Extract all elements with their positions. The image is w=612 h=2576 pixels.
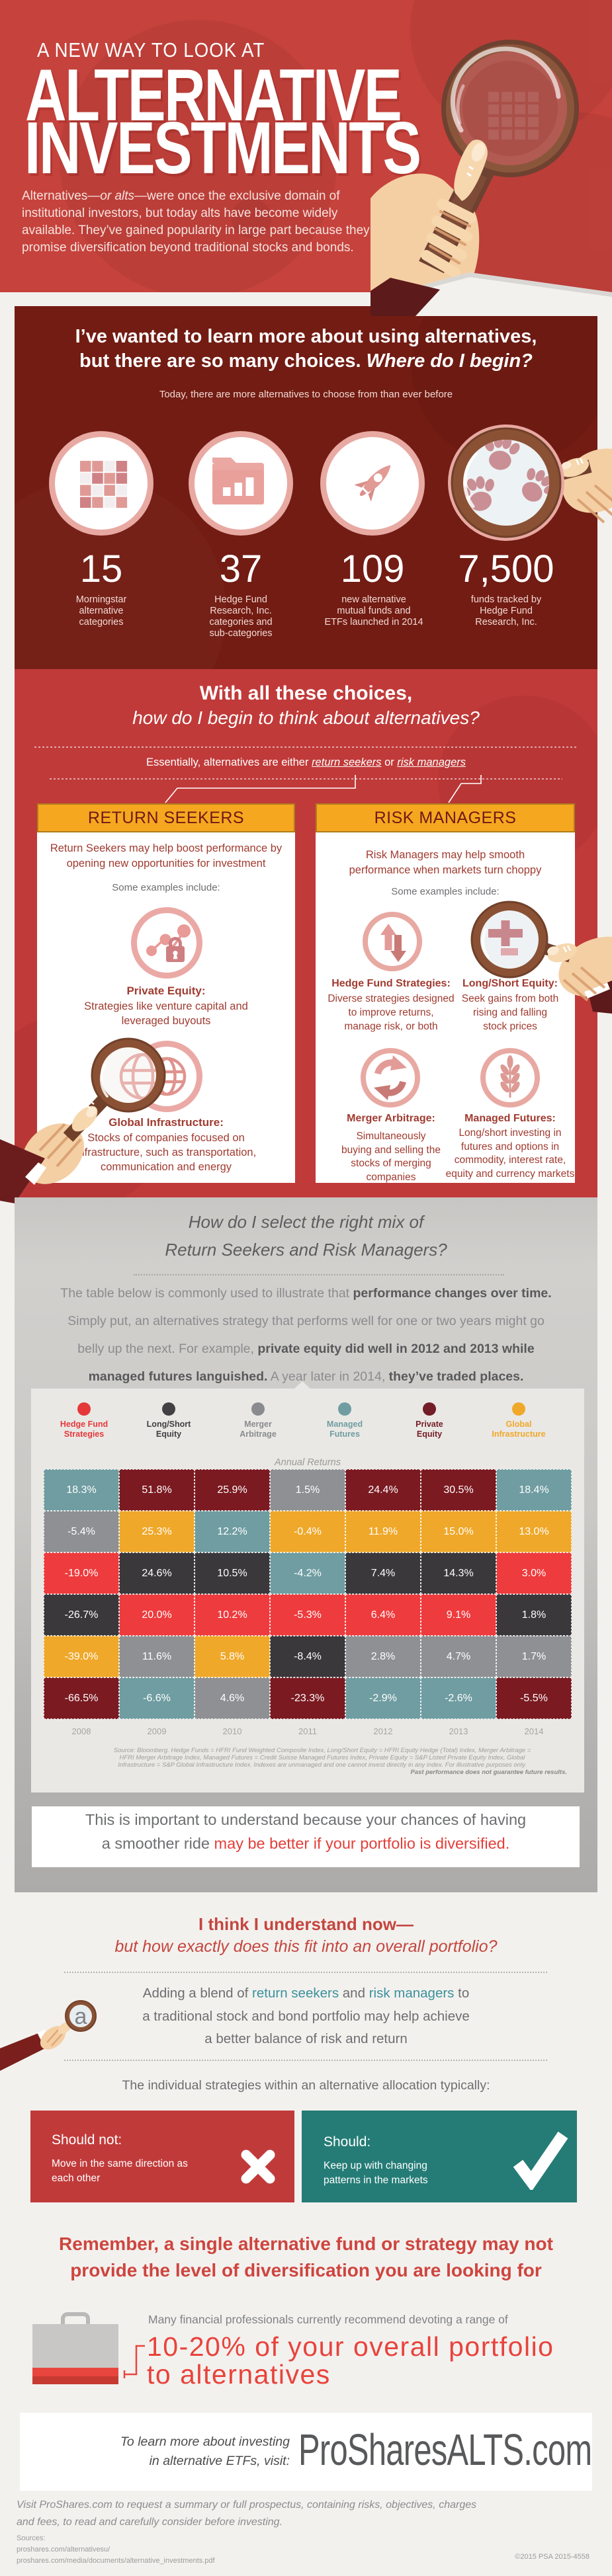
svg-text:a: a	[75, 2004, 87, 2029]
